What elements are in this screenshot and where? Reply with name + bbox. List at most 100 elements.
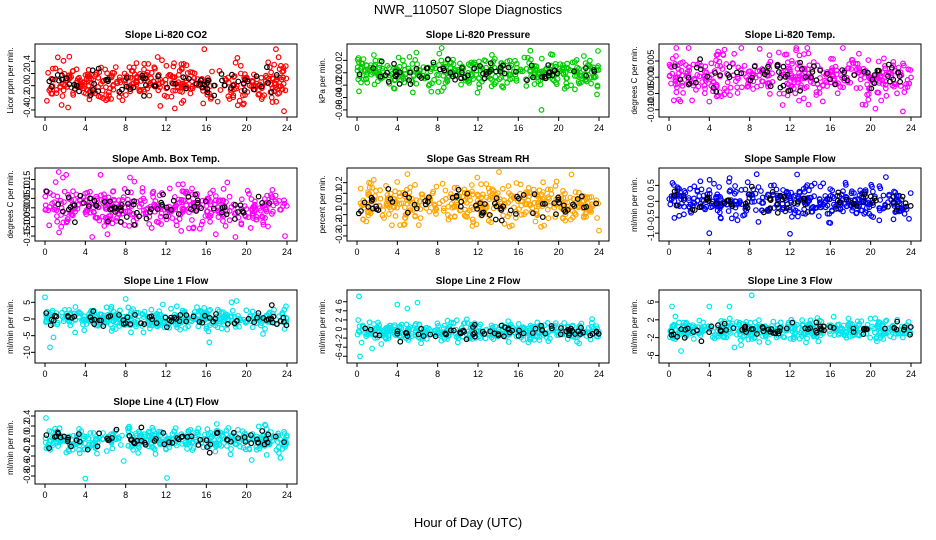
panel-title: Slope Li-820 CO2	[125, 30, 208, 41]
data-point	[834, 90, 841, 97]
data-point	[866, 85, 872, 92]
data-point	[60, 87, 67, 94]
data-point	[817, 201, 824, 208]
data-point	[449, 204, 456, 211]
reference-point	[385, 78, 392, 85]
data-point	[77, 310, 84, 317]
data-point	[412, 213, 418, 220]
data-point	[697, 178, 704, 185]
data-point	[564, 199, 571, 206]
reference-point	[391, 60, 397, 67]
data-point	[440, 207, 447, 214]
reference-point	[48, 316, 55, 323]
y-tick-label: 2	[646, 317, 656, 322]
reference-point	[671, 192, 678, 199]
data-point	[870, 188, 876, 195]
data-point	[255, 423, 262, 430]
data-point	[207, 307, 214, 313]
outlier-point	[706, 230, 713, 237]
reference-point	[87, 195, 93, 202]
data-point	[231, 81, 238, 88]
y-tick-label: -0.2	[22, 90, 32, 106]
y-tick-label: -5	[22, 332, 32, 340]
data-point	[178, 65, 185, 71]
data-point	[200, 100, 207, 107]
x-tick-label: 16	[201, 123, 211, 133]
y-tick-label: 0.1	[334, 187, 344, 200]
y-tick-label: 0.2	[334, 176, 344, 189]
data-point	[216, 198, 222, 205]
y-axis-label: ml/min per min.	[6, 420, 15, 475]
y-tick-label: -0.1	[334, 207, 344, 223]
data-point	[263, 72, 269, 79]
x-tick-label: 12	[161, 123, 171, 133]
panel-title: Slope Sample Flow	[744, 154, 835, 165]
data-point	[901, 210, 908, 217]
data-point	[91, 209, 97, 216]
reference-point	[101, 198, 108, 205]
data-point	[668, 80, 674, 87]
reference-point	[218, 209, 225, 216]
data-point	[512, 71, 519, 78]
reference-point	[497, 64, 504, 71]
data-point	[814, 62, 821, 69]
data-point	[394, 179, 401, 185]
x-tick-label: 0	[42, 490, 47, 500]
data-point	[250, 215, 256, 221]
reference-point	[76, 88, 82, 95]
data-point	[880, 192, 887, 199]
data-point	[546, 202, 553, 209]
y-tick-label: 0.02	[334, 52, 344, 70]
data-point	[374, 69, 380, 76]
data-point	[785, 81, 792, 88]
x-tick-label: 20	[242, 123, 252, 133]
data-point	[694, 188, 701, 195]
data-point	[843, 193, 849, 200]
reference-point	[123, 75, 130, 81]
data-point	[795, 213, 801, 220]
reference-point	[455, 186, 462, 193]
reference-point	[228, 71, 235, 78]
data-point	[99, 213, 106, 220]
x-axis-title: Hour of Day (UTC)	[413, 515, 523, 530]
data-point	[269, 186, 276, 193]
reference-point	[530, 210, 536, 217]
reference-point	[55, 201, 62, 208]
data-point	[277, 455, 284, 461]
data-point	[171, 105, 178, 112]
data-point	[64, 191, 71, 198]
data-point	[792, 90, 799, 97]
data-point	[244, 76, 251, 83]
data-point	[188, 318, 195, 325]
x-tick-label: 0	[354, 247, 359, 257]
reference-point	[869, 76, 876, 83]
data-point	[883, 92, 890, 99]
reference-point	[874, 67, 881, 74]
reference-point	[199, 319, 206, 326]
reference-point	[885, 203, 891, 210]
data-point	[478, 181, 485, 188]
y-tick-label: 0.0	[334, 198, 344, 211]
data-point	[183, 62, 190, 69]
data-point	[766, 52, 773, 59]
data-point	[487, 75, 494, 82]
data-point	[146, 92, 153, 99]
reference-point	[841, 69, 847, 76]
reference-point	[776, 69, 782, 75]
data-point	[97, 171, 104, 178]
data-point	[380, 207, 387, 214]
reference-point	[241, 87, 248, 94]
reference-point	[539, 214, 546, 221]
data-point	[723, 61, 730, 67]
reference-point	[265, 80, 272, 86]
reference-point	[85, 203, 92, 209]
data-point	[535, 78, 542, 85]
data-point	[469, 191, 476, 198]
data-point	[512, 57, 518, 64]
y-axis-label: ml/min per min.	[318, 299, 327, 354]
data-point	[734, 217, 741, 224]
reference-point	[268, 302, 275, 309]
data-point	[103, 304, 110, 311]
